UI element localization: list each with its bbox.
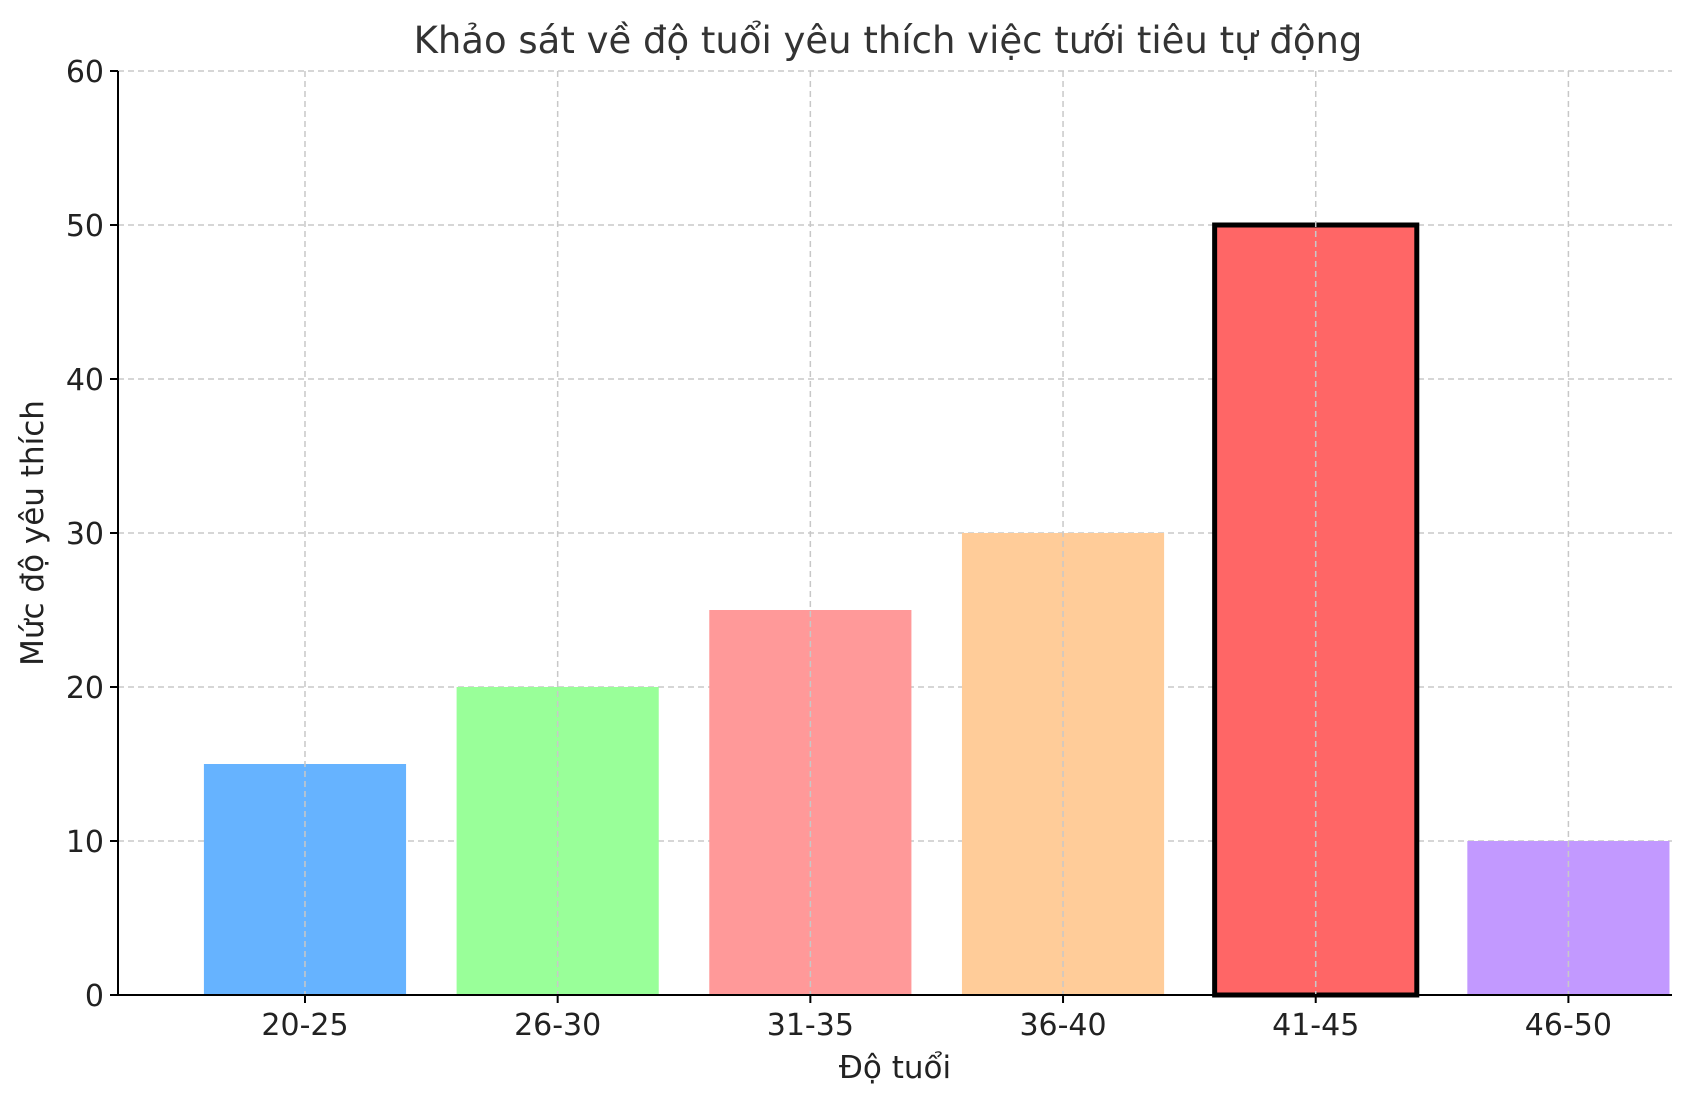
bar-20-25 [203, 764, 407, 995]
y-axis-label: Mức độ yêu thích [15, 400, 51, 666]
y-tick-label: 40 [66, 363, 104, 398]
y-tick-label: 50 [66, 209, 104, 244]
x-tick-label: 36-40 [1019, 1008, 1106, 1043]
x-tick-label: 41-45 [1272, 1008, 1359, 1043]
x-tick-label: 31-35 [767, 1008, 854, 1043]
chart-title: Khảo sát về độ tuổi yêu thích việc tưới … [414, 19, 1363, 62]
x-tick-labels: 20-25 26-30 31-35 36-40 41-45 46-50 [261, 995, 1612, 1043]
x-tick-label: 20-25 [261, 1008, 348, 1043]
x-tick-label: 26-30 [514, 1008, 601, 1043]
vertical-grid-lines [304, 71, 1570, 995]
y-tick-labels: 0 10 20 30 40 50 60 [66, 55, 118, 1014]
y-tick-label: 0 [85, 979, 104, 1014]
bars [203, 222, 1670, 998]
y-tick-label: 20 [66, 671, 104, 706]
bar-41-45 [1212, 222, 1420, 998]
y-tick-label: 60 [66, 55, 104, 90]
x-tick-label: 46-50 [1525, 1008, 1612, 1043]
x-axis-label: Độ tuổi [839, 1050, 951, 1086]
y-tick-label: 10 [66, 825, 104, 860]
y-tick-label: 30 [66, 517, 104, 552]
